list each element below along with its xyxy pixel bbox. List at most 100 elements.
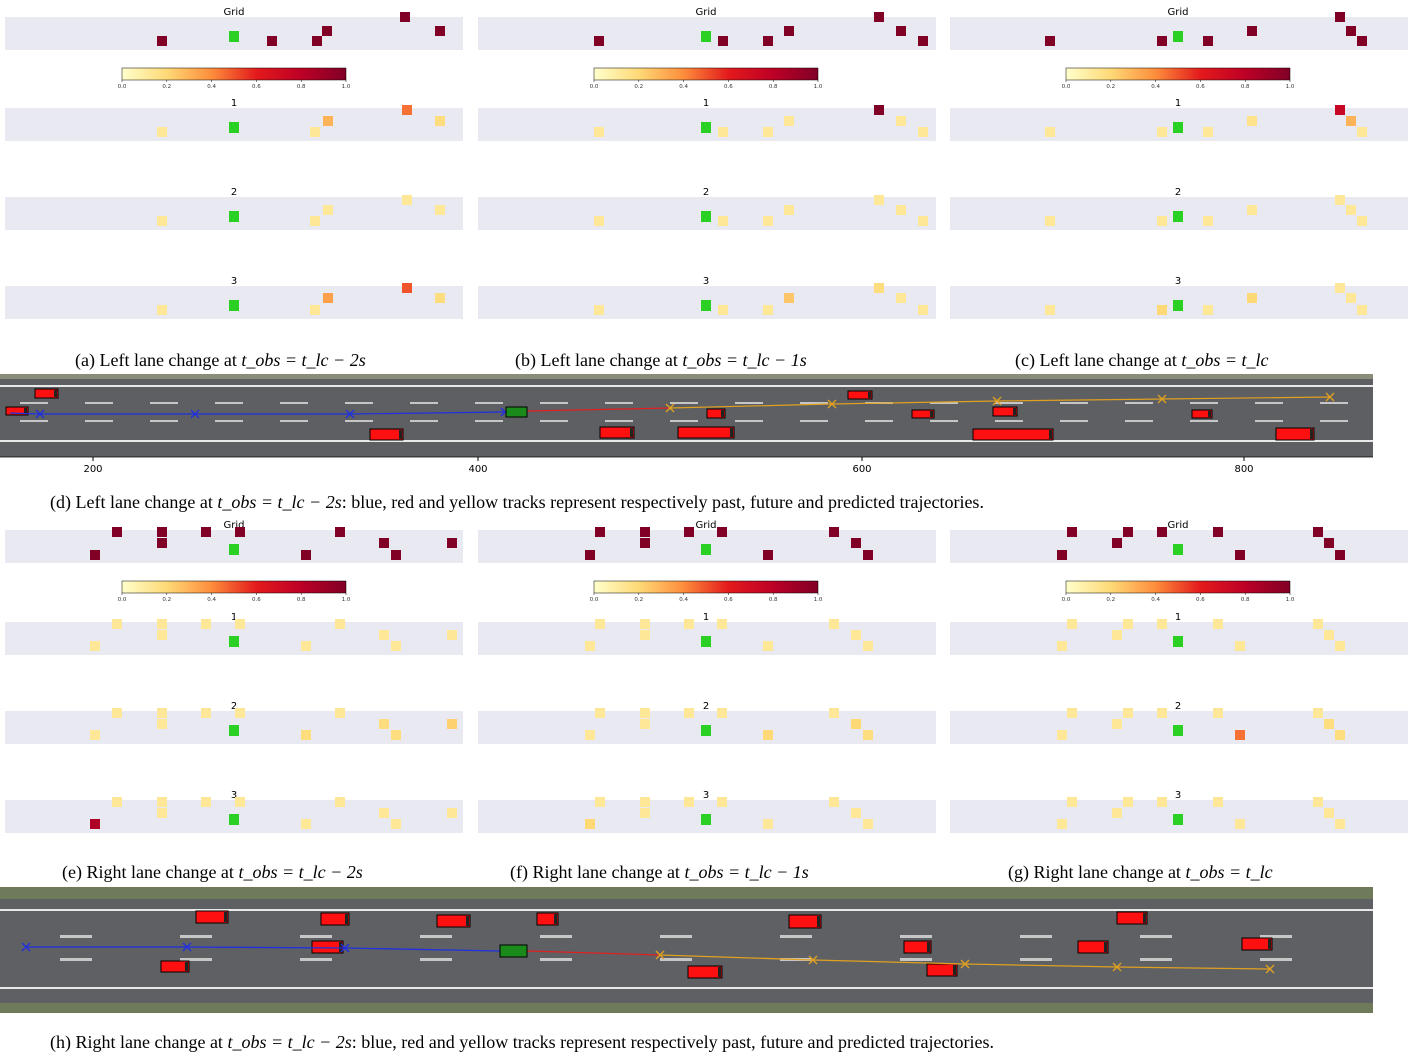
colorbar-tick-label: 0.8 — [769, 84, 778, 90]
occupancy-cell — [1335, 550, 1345, 560]
colorbar-tick-label: 0.2 — [1106, 84, 1115, 90]
ego-cell — [229, 31, 239, 42]
grid-title: 3 — [703, 276, 709, 287]
lane-dash — [930, 420, 958, 422]
colorbar — [593, 580, 819, 594]
road-surface — [0, 374, 1373, 457]
occupancy-cell — [1335, 105, 1345, 115]
vehicle — [160, 960, 190, 973]
trajectory-marker — [992, 396, 1002, 406]
lane-dash — [780, 935, 812, 938]
lane-dash — [735, 420, 763, 422]
occupancy-cell — [640, 619, 650, 629]
occupancy-cell — [595, 797, 605, 807]
x-tick-label: 200 — [83, 464, 102, 475]
vehicle-cab — [630, 428, 633, 437]
occupancy-cell — [829, 708, 839, 718]
occupancy-cell — [301, 550, 311, 560]
occupancy-cell — [1067, 527, 1077, 537]
occupancy-cell — [323, 293, 333, 303]
grid-title: Grid — [1168, 7, 1189, 18]
occupancy-cell — [1045, 305, 1055, 315]
vehicle-cab — [817, 916, 820, 927]
grid-panel-f: Grid 0.0 0.2 0.4 0.6 0.8 1.0 1 2 3 — [478, 520, 936, 833]
x-axis-ticks: 200 400 600 800 — [83, 457, 1254, 475]
vehicles — [160, 910, 1273, 979]
vehicle — [1241, 937, 1273, 951]
grid-title: 2 — [231, 187, 237, 198]
vehicle-cab — [224, 912, 227, 922]
occupancy-cell — [918, 216, 928, 226]
occupancy-cell — [1203, 216, 1213, 226]
occupancy-cell — [1346, 26, 1356, 36]
lane-dash — [20, 402, 48, 404]
colorbar-tick-label: 1.0 — [814, 597, 823, 603]
occupancy-cell — [157, 630, 167, 640]
colorbar-tick-label: 0.4 — [679, 597, 688, 603]
lane-dash — [60, 935, 92, 938]
lane-dash — [1125, 420, 1153, 422]
ego-cell — [701, 636, 711, 647]
occupancy-cell — [1357, 305, 1367, 315]
occupancy-cell — [874, 105, 884, 115]
colorbar-tick-label: 0.4 — [1151, 597, 1160, 603]
lane-dash — [20, 420, 48, 422]
lane-dash — [1060, 402, 1088, 404]
vehicle — [369, 428, 404, 441]
colorbar-tick-label: 1.0 — [342, 597, 351, 603]
lane-dash — [1260, 958, 1292, 961]
occupancy-cell — [435, 116, 445, 126]
lane-dash — [410, 402, 438, 404]
colorbar-tick-label: 0.8 — [1241, 597, 1250, 603]
ego-cell — [701, 122, 711, 133]
lane-dash — [475, 402, 503, 404]
occupancy-cell — [1235, 730, 1245, 740]
vehicle-cab — [1310, 429, 1313, 439]
occupancy-cell — [763, 550, 773, 560]
grid-title: 1 — [703, 98, 709, 109]
lane-dash — [900, 935, 932, 938]
occupancy-cell — [763, 36, 773, 46]
grid-title: Grid — [224, 520, 245, 531]
occupancy-cell — [784, 293, 794, 303]
colorbar-tick-label: 0.8 — [769, 597, 778, 603]
occupancy-cell — [447, 719, 457, 729]
road-surface — [0, 887, 1373, 1013]
occupancy-cell — [1313, 797, 1323, 807]
occupancy-cell — [1335, 819, 1345, 829]
grid-title: 1 — [1175, 612, 1181, 623]
caption-e: (e) Right lane change at t_obs = t_lc − … — [62, 862, 363, 883]
colorbar-tick-label: 0.2 — [634, 84, 643, 90]
occupancy-cell — [1203, 127, 1213, 137]
occupancy-cell — [763, 127, 773, 137]
lane-dash — [150, 402, 178, 404]
x-tick-label: 400 — [468, 464, 487, 475]
ego-cell — [701, 31, 711, 42]
occupancy-cell — [157, 127, 167, 137]
occupancy-cell — [1213, 708, 1223, 718]
occupancy-cell — [90, 641, 100, 651]
occupancy-cell — [1203, 36, 1213, 46]
occupancy-cell — [1123, 527, 1133, 537]
occupancy-cell — [447, 538, 457, 548]
occupancy-cell — [312, 36, 322, 46]
occupancy-cell — [157, 538, 167, 548]
occupancy-cell — [594, 216, 604, 226]
grid-title: 3 — [703, 790, 709, 801]
lane-dash — [605, 402, 633, 404]
occupancy-cell — [1235, 641, 1245, 651]
vehicle — [677, 426, 735, 439]
occupancy-cell — [1157, 127, 1167, 137]
vehicle-cab — [1104, 942, 1107, 952]
grid-title: 3 — [1175, 276, 1181, 287]
colorbar-tick-label: 1.0 — [814, 84, 823, 90]
lane-dash — [1255, 420, 1283, 422]
lane-dashes — [60, 935, 1292, 961]
occupancy-cell — [379, 630, 389, 640]
occupancy-cell — [435, 205, 445, 215]
occupancy-cell — [863, 730, 873, 740]
vehicle — [1077, 940, 1109, 954]
vehicle-cab — [953, 965, 956, 975]
occupancy-cell — [1057, 730, 1067, 740]
lane-dash — [150, 420, 178, 422]
